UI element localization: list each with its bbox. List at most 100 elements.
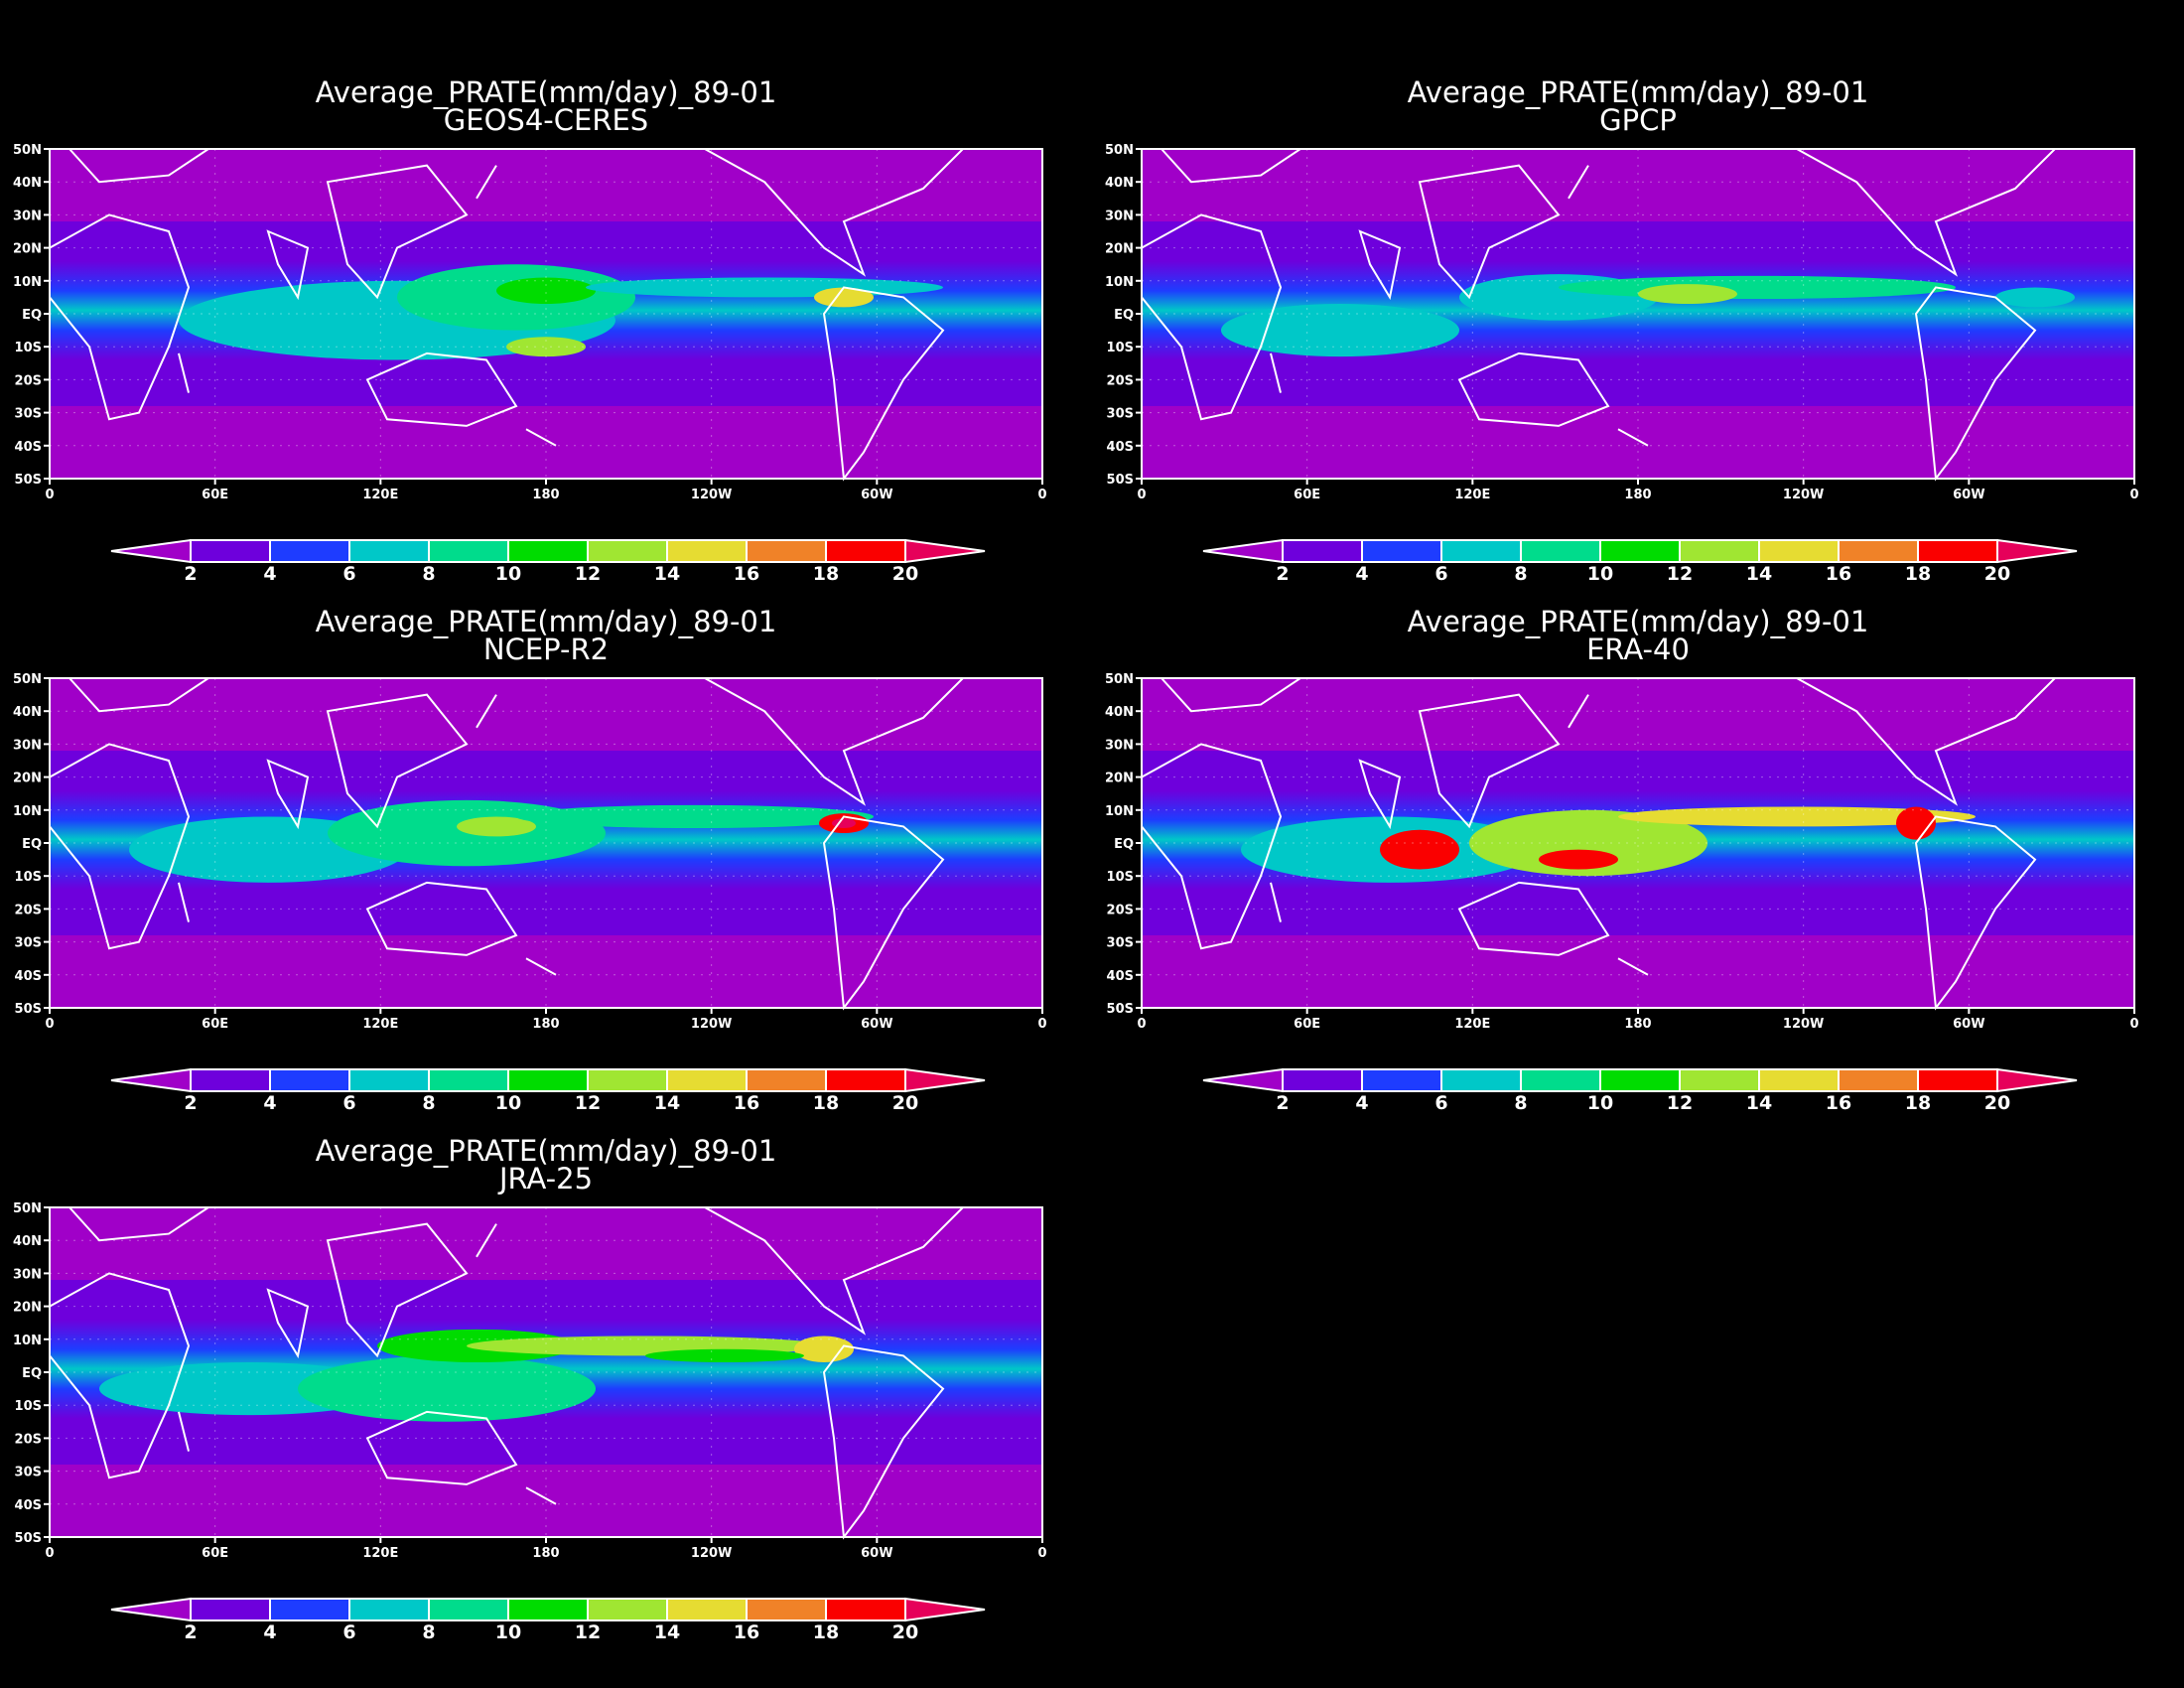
colorbar-segment bbox=[587, 539, 668, 563]
colorbar-tick-label: 16 bbox=[1826, 1092, 1851, 1114]
y-tick-label: 10S bbox=[15, 870, 42, 885]
coastline-path bbox=[1141, 213, 1283, 421]
colorbar-tick-label: 20 bbox=[892, 1621, 918, 1643]
coastline-path bbox=[1793, 677, 2058, 806]
colorbar: 2 4 6 8 10 12 14 16 18 20 bbox=[1202, 1067, 2078, 1114]
colorbar-tick-label: 8 bbox=[422, 563, 435, 585]
colorbar-tick-label: 6 bbox=[1434, 563, 1447, 585]
colorbar-segment bbox=[1758, 539, 1840, 563]
y-tick-label: 40S bbox=[1107, 969, 1134, 984]
colorbar-segment bbox=[587, 1598, 668, 1621]
colorbar: 2 4 6 8 10 12 14 16 18 20 bbox=[1202, 538, 2078, 585]
colorbar-tick-label: 4 bbox=[1355, 1092, 1368, 1114]
coastline-path bbox=[822, 815, 945, 1011]
coastline-path bbox=[178, 1411, 190, 1452]
coastline-path bbox=[701, 148, 966, 277]
colorbar-tick-label: 8 bbox=[422, 1092, 435, 1114]
x-tick-label: 60E bbox=[202, 1017, 228, 1032]
y-tick-label: 50N bbox=[13, 143, 42, 158]
colorbar-segment bbox=[825, 539, 906, 563]
colorbar-tick-label: 2 bbox=[1276, 1092, 1289, 1114]
colorbar-arrow-low bbox=[110, 1597, 192, 1622]
coastline-path bbox=[326, 693, 469, 829]
colorbar-tick-label: 2 bbox=[184, 1621, 197, 1643]
coastline-path bbox=[476, 165, 497, 200]
x-tick-label: 120E bbox=[1454, 488, 1490, 502]
y-tick-label: 40N bbox=[1105, 705, 1134, 720]
colorbar-segment bbox=[825, 1598, 906, 1621]
x-tick-label: 0 bbox=[2129, 1017, 2138, 1032]
x-tick-label: 180 bbox=[1624, 1017, 1651, 1032]
colorbar-tick-label: 6 bbox=[342, 563, 355, 585]
colorbar-tick-label: 14 bbox=[654, 1621, 680, 1643]
y-tick-label: 50S bbox=[15, 1002, 42, 1017]
panel-title: Average_PRATE(mm/day)_89-01 bbox=[1408, 75, 1869, 109]
y-tick-label: 20N bbox=[1105, 772, 1134, 786]
colorbar-segment bbox=[507, 539, 589, 563]
y-tick-label: 20N bbox=[13, 242, 42, 257]
colorbar-tick-label: 10 bbox=[1587, 1092, 1613, 1114]
coastline-path bbox=[1793, 148, 2058, 277]
panel-title: Average_PRATE(mm/day)_89-01 bbox=[316, 605, 777, 638]
y-tick-label: 10S bbox=[1107, 341, 1134, 355]
colorbar-segment bbox=[1520, 539, 1601, 563]
precip-region bbox=[506, 337, 586, 357]
y-tick-label: 40N bbox=[13, 1234, 42, 1249]
coastline-path bbox=[1457, 352, 1610, 427]
colorbar-segment bbox=[348, 1068, 430, 1092]
y-tick-label: 50S bbox=[15, 473, 42, 488]
y-tick-label: 50N bbox=[1105, 672, 1134, 687]
coastline-path bbox=[525, 1486, 557, 1505]
x-tick-label: 60W bbox=[1953, 488, 1984, 502]
colorbar-segment bbox=[746, 539, 827, 563]
x-tick-label: 0 bbox=[1037, 488, 1046, 502]
coastline-path bbox=[365, 352, 518, 427]
colorbar: 2 4 6 8 10 12 14 16 18 20 bbox=[110, 538, 986, 585]
panel-subtitle: GEOS4-CERES bbox=[444, 103, 648, 137]
coastline-path bbox=[701, 677, 966, 806]
x-tick-label: 60E bbox=[202, 488, 228, 502]
x-tick-label: 60W bbox=[861, 1017, 892, 1032]
y-tick-label: EQ bbox=[1114, 837, 1134, 852]
colorbar-segment bbox=[269, 1068, 350, 1092]
colorbar-tick-label: 2 bbox=[184, 1092, 197, 1114]
x-tick-label: 0 bbox=[1037, 1017, 1046, 1032]
coastline-path bbox=[822, 1344, 945, 1540]
y-tick-label: 20N bbox=[13, 1301, 42, 1316]
graticule bbox=[50, 1207, 1042, 1537]
colorbar-tick-label: 18 bbox=[813, 1092, 839, 1114]
colorbar-segment bbox=[1599, 1068, 1681, 1092]
coastline-path bbox=[1270, 352, 1282, 393]
coastline-path bbox=[1418, 164, 1561, 300]
y-tick-label: 10S bbox=[15, 341, 42, 355]
precip-region bbox=[1539, 849, 1618, 870]
colorbar-tick-label: 6 bbox=[342, 1621, 355, 1643]
coastline-path bbox=[178, 882, 190, 922]
x-tick-label: 60E bbox=[202, 1546, 228, 1561]
x-tick-label: 60W bbox=[1953, 1017, 1984, 1032]
precip-region bbox=[814, 287, 874, 308]
colorbar-tick-label: 16 bbox=[734, 1092, 759, 1114]
y-tick-label: 10N bbox=[13, 804, 42, 819]
x-tick-label: 180 bbox=[1624, 488, 1651, 502]
y-tick-label: 50S bbox=[1107, 1002, 1134, 1017]
colorbar-segment bbox=[348, 539, 430, 563]
coastline-path bbox=[326, 1222, 469, 1358]
coastline-path bbox=[1457, 881, 1610, 956]
x-tick-label: 60E bbox=[1294, 488, 1320, 502]
x-tick-label: 120W bbox=[1783, 488, 1824, 502]
x-tick-label: 120W bbox=[1783, 1017, 1824, 1032]
coastline-path bbox=[525, 428, 557, 447]
panel-subtitle: GPCP bbox=[1599, 103, 1677, 137]
precip-region bbox=[1618, 806, 1976, 827]
colorbar-segment bbox=[1440, 539, 1522, 563]
y-tick-label: 40S bbox=[15, 440, 42, 455]
y-tick-label: 50S bbox=[1107, 473, 1134, 488]
colorbar-segment bbox=[1838, 539, 1919, 563]
colorbar-segment bbox=[1679, 539, 1760, 563]
colorbar-arrow-high bbox=[904, 1597, 986, 1622]
graticule bbox=[50, 149, 1042, 479]
panel-title: Average_PRATE(mm/day)_89-01 bbox=[316, 1134, 777, 1168]
